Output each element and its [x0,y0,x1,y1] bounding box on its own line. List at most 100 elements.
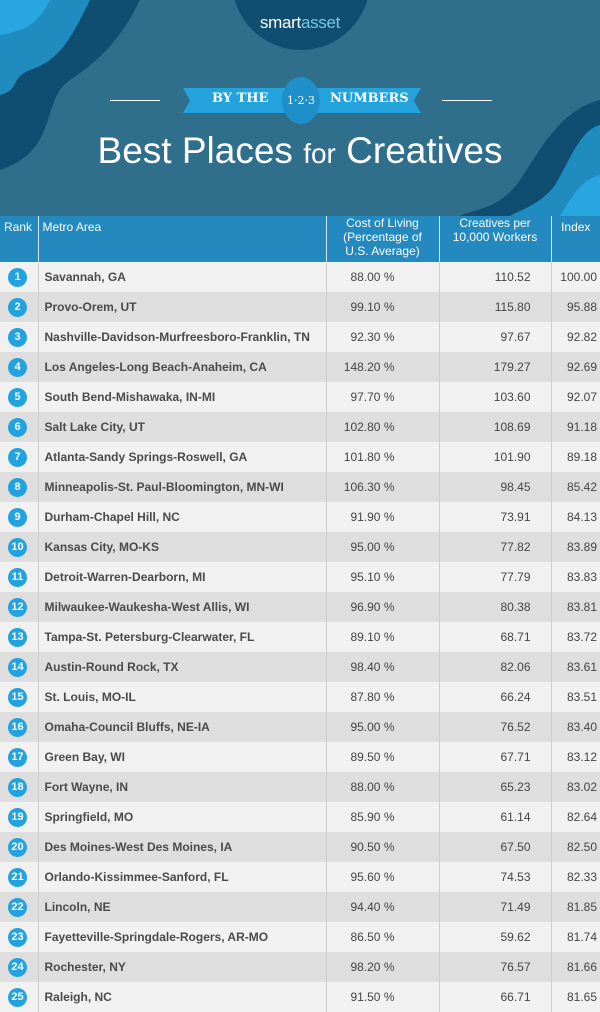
table-row: 3 Nashville-Davidson-Murfreesboro-Frankl… [0,322,600,352]
rankings-table: Rank Metro Area Cost of Living (Percenta… [0,216,600,1012]
logo-text-a: smart [259,13,301,32]
metro-cell: Los Angeles-Long Beach-Anaheim, CA [38,352,327,382]
rank-cell: 2 [0,292,39,322]
creatives-cell: 76.52 [439,712,552,742]
col-creatives: Creatives per 10,000 Workers [439,216,552,262]
rank-badge: 23 [8,927,27,947]
cost-cell: 88.00 % [326,772,440,802]
metro-cell: Omaha-Council Bluffs, NE-IA [38,712,327,742]
creatives-cell: 73.91 [439,502,552,532]
banner-badge: 1·2·3 [282,77,320,124]
metro-cell: Detroit-Warren-Dearborn, MI [38,562,327,592]
metro-cell: Savannah, GA [38,262,327,292]
rank-cell: 7 [0,442,39,472]
cost-cell: 99.10 % [326,292,440,322]
creatives-cell: 68.71 [439,622,552,652]
creatives-cell: 77.79 [439,562,552,592]
rank-cell: 11 [0,562,39,592]
table-row: 16 Omaha-Council Bluffs, NE-IA 95.00 % 7… [0,712,600,742]
index-cell: 82.64 [551,802,600,832]
index-cell: 83.51 [551,682,600,712]
rank-cell: 4 [0,352,39,382]
metro-cell: Nashville-Davidson-Murfreesboro-Franklin… [38,322,327,352]
col-rank: Rank [0,216,39,262]
cost-cell: 94.40 % [326,892,440,922]
rank-badge: 8 [8,477,27,497]
title-part: Best Places [97,130,304,171]
smartasset-logo: smartasset [0,13,600,33]
table-row: 24 Rochester, NY 98.20 % 76.57 81.66 [0,952,600,982]
rank-cell: 13 [0,622,39,652]
table-row: 15 St. Louis, MO-IL 87.80 % 66.24 83.51 [0,682,600,712]
cost-cell: 98.40 % [326,652,440,682]
index-cell: 84.13 [551,502,600,532]
rank-cell: 21 [0,862,39,892]
index-cell: 83.40 [551,712,600,742]
cost-cell: 89.10 % [326,622,440,652]
rank-cell: 10 [0,532,39,562]
cost-cell: 95.00 % [326,532,440,562]
cost-cell: 97.70 % [326,382,440,412]
metro-cell: Atlanta-Sandy Springs-Roswell, GA [38,442,327,472]
metro-cell: Orlando-Kissimmee-Sanford, FL [38,862,327,892]
creatives-cell: 103.60 [439,382,552,412]
index-cell: 82.50 [551,832,600,862]
rank-badge: 12 [8,597,27,617]
rank-badge: 17 [8,747,27,767]
index-cell: 83.89 [551,532,600,562]
creatives-cell: 179.27 [439,352,552,382]
metro-cell: Lincoln, NE [38,892,327,922]
index-cell: 81.65 [551,982,600,1012]
rank-badge: 19 [8,807,27,827]
metro-cell: St. Louis, MO-IL [38,682,327,712]
table-row: 13 Tampa-St. Petersburg-Clearwater, FL 8… [0,622,600,652]
creatives-cell: 101.90 [439,442,552,472]
table-row: 18 Fort Wayne, IN 88.00 % 65.23 83.02 [0,772,600,802]
rank-badge: 6 [8,417,27,437]
index-cell: 95.88 [551,292,600,322]
col-cost: Cost of Living (Percentage of U.S. Avera… [326,216,440,262]
rank-cell: 3 [0,322,39,352]
creatives-cell: 67.50 [439,832,552,862]
rank-badge: 1 [8,267,27,287]
cost-cell: 86.50 % [326,922,440,952]
creatives-cell: 74.53 [439,862,552,892]
creatives-cell: 110.52 [439,262,552,292]
cost-cell: 98.20 % [326,952,440,982]
index-cell: 83.81 [551,592,600,622]
metro-cell: Fort Wayne, IN [38,772,327,802]
index-cell: 81.74 [551,922,600,952]
metro-cell: Kansas City, MO-KS [38,532,327,562]
divider-right [442,100,492,101]
creatives-cell: 59.62 [439,922,552,952]
rank-cell: 22 [0,892,39,922]
cost-cell: 96.90 % [326,592,440,622]
metro-cell: Fayetteville-Springdale-Rogers, AR-MO [38,922,327,952]
creatives-cell: 115.80 [439,292,552,322]
metro-cell: Austin-Round Rock, TX [38,652,327,682]
metro-cell: Tampa-St. Petersburg-Clearwater, FL [38,622,327,652]
cost-cell: 87.80 % [326,682,440,712]
banner-left-text: BY THE [212,91,269,106]
table-row: 25 Raleigh, NC 91.50 % 66.71 81.65 [0,982,600,1012]
cost-cell: 102.80 % [326,412,440,442]
hero-header: smartasset BY THE NUMBERS 1·2·3 Best Pla… [0,0,600,216]
rank-badge: 14 [8,657,27,677]
creatives-cell: 82.06 [439,652,552,682]
index-cell: 83.83 [551,562,600,592]
creatives-cell: 66.71 [439,982,552,1012]
rank-cell: 5 [0,382,39,412]
rank-badge: 10 [8,537,27,557]
cost-cell: 95.00 % [326,712,440,742]
cost-cell: 88.00 % [326,262,440,292]
rank-cell: 25 [0,982,39,1012]
cost-cell: 106.30 % [326,472,440,502]
creatives-cell: 71.49 [439,892,552,922]
index-cell: 100.00 [551,262,600,292]
rank-badge: 21 [8,867,27,887]
rank-cell: 8 [0,472,39,502]
index-cell: 81.85 [551,892,600,922]
table-row: 5 South Bend-Mishawaka, IN-MI 97.70 % 10… [0,382,600,412]
rank-cell: 17 [0,742,39,772]
rank-badge: 22 [8,897,27,917]
